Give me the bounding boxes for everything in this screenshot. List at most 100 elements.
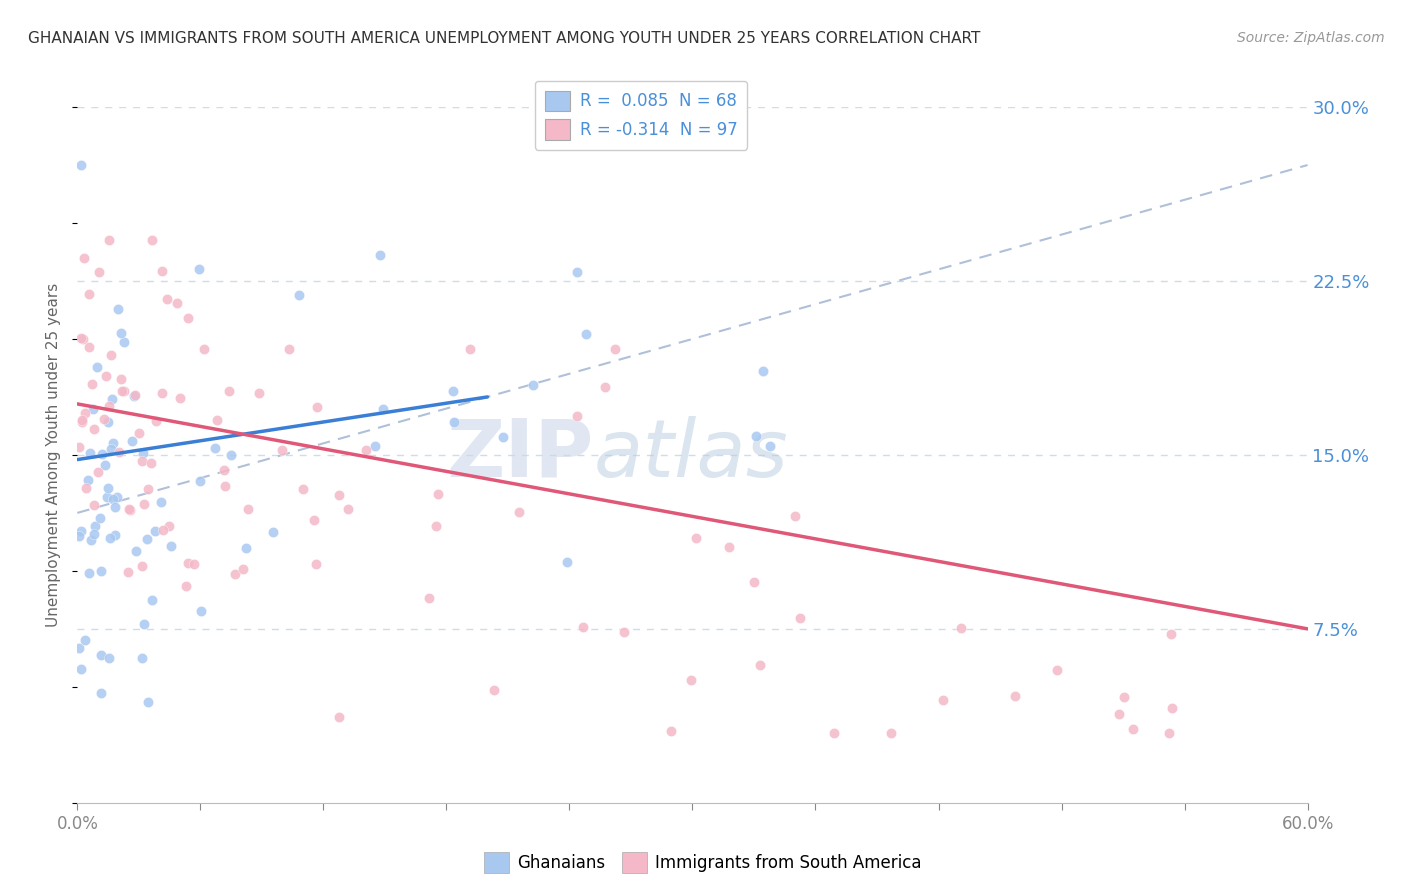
Point: [418, 591, 440, 605]
Point: [212, 463, 235, 477]
Point: [112, 335, 135, 350]
Point: [118, 502, 141, 516]
Point: [218, 384, 240, 398]
Point: [291, 482, 314, 496]
Point: [174, 579, 197, 593]
Point: [679, 673, 702, 688]
Point: [124, 388, 146, 402]
Point: [131, 651, 153, 665]
Point: [83, 518, 105, 533]
Point: [107, 301, 129, 316]
Point: [1157, 726, 1180, 740]
Point: [141, 456, 163, 470]
Point: [101, 392, 124, 407]
Point: [458, 342, 481, 356]
Point: [90, 648, 112, 662]
Point: [69, 524, 91, 538]
Point: [1108, 706, 1130, 721]
Point: [150, 386, 173, 401]
Point: [1114, 690, 1136, 705]
Y-axis label: Unemployment Among Youth under 25 years: Unemployment Among Youth under 25 years: [46, 283, 62, 627]
Point: [522, 377, 544, 392]
Point: [73, 251, 96, 265]
Point: [131, 559, 153, 574]
Point: [1161, 700, 1184, 714]
Point: [77, 286, 100, 301]
Point: [188, 474, 211, 488]
Point: [70, 662, 93, 676]
Point: [744, 429, 766, 443]
Point: [94, 368, 117, 383]
Text: ZIP: ZIP: [447, 416, 595, 494]
Point: [132, 617, 155, 632]
Point: [214, 479, 236, 493]
Point: [134, 497, 156, 511]
Point: [950, 621, 973, 635]
Point: [105, 490, 128, 504]
Point: [89, 511, 111, 525]
Point: [425, 519, 447, 533]
Point: [288, 287, 311, 301]
Point: [1046, 664, 1069, 678]
Point: [823, 726, 845, 740]
Point: [1160, 627, 1182, 641]
Point: [685, 531, 707, 545]
Point: [67, 440, 90, 454]
Point: [138, 482, 160, 496]
Point: [110, 326, 132, 340]
Point: [166, 296, 188, 310]
Point: [124, 544, 146, 558]
Point: [112, 384, 135, 398]
Point: [204, 441, 226, 455]
Point: [128, 426, 150, 441]
Point: [152, 524, 174, 538]
Point: [97, 415, 120, 429]
Point: [575, 327, 598, 342]
Point: [86, 359, 108, 374]
Point: [79, 446, 101, 460]
Point: [783, 508, 806, 523]
Point: [177, 557, 200, 571]
Point: [219, 448, 242, 462]
Point: [73, 633, 96, 648]
Point: [759, 439, 782, 453]
Point: [565, 265, 588, 279]
Point: [364, 438, 387, 452]
Point: [271, 443, 294, 458]
Point: [93, 412, 115, 426]
Point: [75, 406, 97, 420]
Point: [67, 641, 90, 656]
Point: [101, 435, 124, 450]
Point: [183, 557, 205, 571]
Point: [235, 541, 257, 555]
Point: [70, 415, 93, 429]
Point: [427, 487, 450, 501]
Point: [177, 310, 200, 325]
Point: [302, 513, 325, 527]
Point: [111, 384, 134, 399]
Point: [117, 566, 139, 580]
Point: [603, 342, 626, 356]
Point: [593, 379, 616, 393]
Point: [742, 575, 765, 590]
Point: [93, 458, 115, 472]
Point: [659, 724, 682, 739]
Point: [100, 442, 122, 457]
Point: [104, 528, 127, 542]
Point: [262, 524, 284, 539]
Point: [90, 686, 112, 700]
Point: [83, 422, 105, 436]
Point: [1004, 690, 1026, 704]
Point: [96, 490, 118, 504]
Point: [748, 657, 770, 672]
Point: [880, 726, 903, 740]
Point: [101, 491, 124, 506]
Text: Source: ZipAtlas.com: Source: ZipAtlas.com: [1237, 31, 1385, 45]
Point: [441, 384, 464, 398]
Point: [370, 247, 392, 261]
Point: [482, 683, 505, 698]
Point: [80, 533, 103, 547]
Legend: R =  0.085  N = 68, R = -0.314  N = 97: R = 0.085 N = 68, R = -0.314 N = 97: [534, 80, 748, 150]
Point: [110, 372, 132, 386]
Point: [69, 331, 91, 345]
